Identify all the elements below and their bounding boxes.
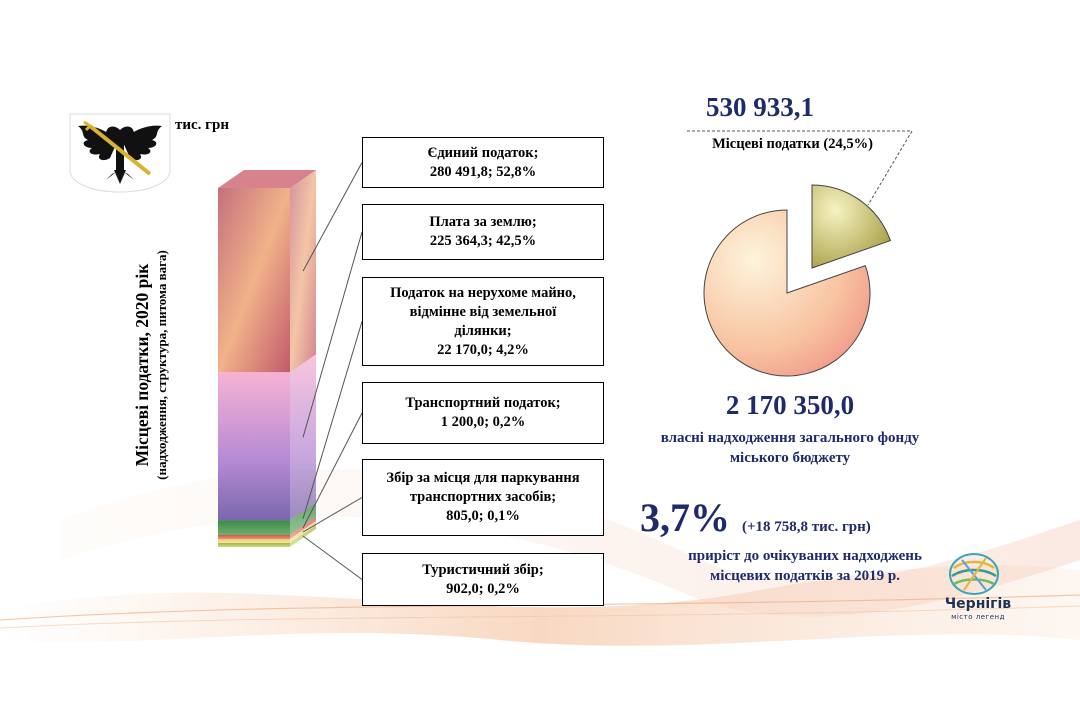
city-logo-name: Чернігів <box>944 596 1012 612</box>
parking-fee-label-l2: транспортних засобів; <box>409 489 557 505</box>
parking-fee-label-l1: Збір за місця для паркування <box>386 470 580 486</box>
unit-label: тис. грн <box>175 117 229 133</box>
land-fee-value: 225 364,3; 42,5% <box>429 233 537 249</box>
growth-label: приріст до очікуваних надходжень місцеви… <box>620 546 990 586</box>
label-box-transport-tax: Транспортний податок; 1 200,0; 0,2% <box>362 382 604 444</box>
tourist-fee-label: Туристичний збір; <box>422 561 544 578</box>
label-box-property-tax: Податок на нерухоме майно, відмінне від … <box>362 277 604 366</box>
growth-label-l1: приріст до очікуваних надходжень <box>688 548 922 564</box>
property-tax-label-l3: ділянки; <box>454 322 512 339</box>
property-tax-value: 22 170,0; 4,2% <box>437 341 529 358</box>
bar-segment-tourist-fee <box>218 543 290 547</box>
local-taxes-total: 530 933,1 <box>706 92 814 122</box>
city-logo-tagline: місто легенд <box>951 613 1005 621</box>
parking-fee-value: 805,0; 0,1% <box>446 508 520 524</box>
tourist-fee-value: 902,0; 0,2% <box>446 580 520 597</box>
pie-slice-local-taxes <box>811 184 892 269</box>
own-revenue-label-l2: міського бюджету <box>729 450 851 466</box>
leader-line-5 <box>302 535 363 580</box>
growth-label-l2: місцевих податків за 2019 р. <box>710 568 900 584</box>
growth-percent: 3,7% <box>640 495 730 540</box>
bar-segment-single-tax <box>218 188 290 373</box>
leader-line-2 <box>302 321 363 519</box>
land-fee-label: Плата за землю; <box>429 214 537 230</box>
transport-tax-value: 1 200,0; 0,2% <box>440 414 526 430</box>
transport-tax-label: Транспортний податок; <box>405 395 561 411</box>
leader-line-3 <box>302 412 363 529</box>
pie-slice-own-revenue <box>703 209 871 377</box>
growth-absolute: (+18 758,8 тис. грн) <box>742 519 871 535</box>
single-tax-value: 280 491,8; 52,8% <box>429 163 537 180</box>
property-tax-label-l1: Податок на нерухоме майно, <box>390 284 576 301</box>
bar-segment-parking-fee <box>218 539 290 543</box>
bar-segment-property-tax <box>218 520 290 535</box>
chernihiv-logo-icon <box>949 553 999 595</box>
eagle-coat-of-arms-icon <box>69 113 171 193</box>
bar-top-face <box>218 170 316 188</box>
bar-segment-transport-tax <box>218 535 290 539</box>
leader-line-4 <box>302 497 363 533</box>
label-box-single-tax: Єдиний податок; 280 491,8; 52,8% <box>362 137 604 188</box>
label-box-land-fee: Плата за землю; 225 364,3; 42,5% <box>362 204 604 260</box>
label-box-parking-fee: Збір за місця для паркування транспортни… <box>362 459 604 536</box>
single-tax-label: Єдиний податок; <box>427 144 539 161</box>
leader-line-1 <box>302 231 363 438</box>
local-taxes-label: Місцеві податки (24,5%) <box>712 136 873 152</box>
own-revenue-label: власні надходження загального фонду місь… <box>630 428 950 468</box>
growth-block: 3,7% (+18 758,8 тис. грн) <box>640 494 1000 541</box>
own-revenue-total: 2 170 350,0 <box>725 390 855 420</box>
bar-segment-land-fee <box>218 372 290 521</box>
own-revenue-label-l1: власні надходження загального фонду <box>660 430 920 446</box>
pie-callout-line <box>687 130 913 206</box>
label-box-tourist-fee: Туристичний збір; 902,0; 0,2% <box>362 553 604 606</box>
property-tax-label-l2: відмінне від земельної <box>409 303 557 320</box>
leader-line-0 <box>302 162 363 272</box>
